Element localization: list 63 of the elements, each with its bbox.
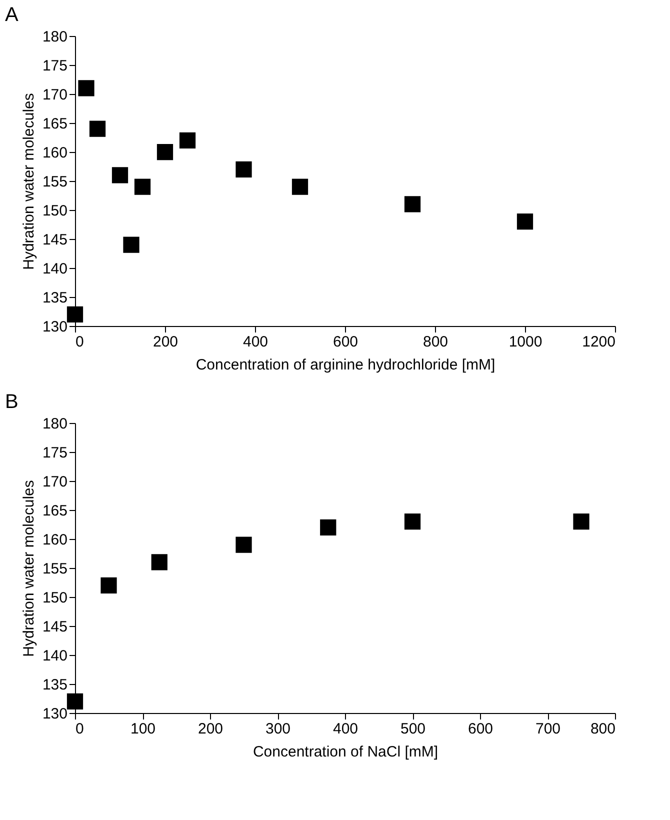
x-tick-label: 300 <box>265 720 291 738</box>
chart-title: A <box>5 4 19 26</box>
x-axis-title: Concentration of NaCl [mM] <box>252 744 438 760</box>
y-tick-label: 140 <box>42 260 68 278</box>
point <box>404 514 421 530</box>
y-tick-label: 165 <box>42 502 68 520</box>
y-tick-label: 160 <box>42 532 68 548</box>
point <box>320 519 336 536</box>
point <box>404 196 421 212</box>
y-tick-label: 135 <box>42 676 68 694</box>
x-tick-label: 600 <box>332 334 358 350</box>
x-axis-title: Concentration of arginine hydrochloride [mM] <box>196 356 496 374</box>
x-tick-label: 600 <box>468 720 494 738</box>
point <box>236 536 252 553</box>
y-tick-label: 135 <box>42 290 68 306</box>
point <box>151 554 168 570</box>
y-tick-label: 150 <box>42 202 68 220</box>
x-tick-label: 0 <box>76 334 84 350</box>
point <box>112 167 128 184</box>
x-tick-label: 800 <box>590 720 616 738</box>
point <box>179 132 196 148</box>
point <box>134 178 151 195</box>
x-tick-label: 0 <box>76 720 84 738</box>
x-tick-label: 500 <box>400 720 426 738</box>
y-tick-label: 160 <box>42 144 68 162</box>
y-axis-title: Hydration water molecules <box>20 93 38 270</box>
y-tick-label: 175 <box>42 58 68 74</box>
point <box>516 214 534 230</box>
point <box>123 236 140 253</box>
x-tick-label: 700 <box>535 720 561 738</box>
point <box>78 80 94 96</box>
y-axis-title: Hydration water molecules <box>20 480 38 657</box>
x-tick-label: 800 <box>422 334 448 350</box>
x-tick-label: 200 <box>198 720 224 738</box>
x-tick-label: 200 <box>152 334 178 350</box>
y-tick-label: 150 <box>42 590 68 606</box>
point <box>66 306 84 322</box>
x-tick-label: 1200 <box>582 334 616 350</box>
x-tick-label: 1000 <box>508 334 542 350</box>
y-tick-label: 175 <box>42 444 68 462</box>
point <box>573 514 590 530</box>
chart-title: B <box>5 391 18 413</box>
y-tick-label: 130 <box>42 318 68 336</box>
y-tick-label: 145 <box>42 618 68 636</box>
y-tick-label: 145 <box>42 232 68 248</box>
y-tick-label: 165 <box>42 116 68 132</box>
y-tick-label: 170 <box>42 474 68 490</box>
point <box>292 178 308 195</box>
y-tick-label: 130 <box>42 706 68 722</box>
x-tick-label: 400 <box>242 334 268 350</box>
point <box>100 577 117 594</box>
point <box>89 120 106 137</box>
x-tick-label: 100 <box>130 720 156 738</box>
y-tick-label: 155 <box>42 174 68 190</box>
point <box>66 693 84 710</box>
y-tick-label: 155 <box>42 560 68 578</box>
y-tick-label: 170 <box>42 86 68 104</box>
point <box>156 144 174 160</box>
x-tick-label: 400 <box>332 720 358 738</box>
y-tick-label: 180 <box>42 28 68 46</box>
point <box>236 161 252 178</box>
y-tick-label: 140 <box>42 648 68 664</box>
y-tick-label: 180 <box>42 416 68 432</box>
